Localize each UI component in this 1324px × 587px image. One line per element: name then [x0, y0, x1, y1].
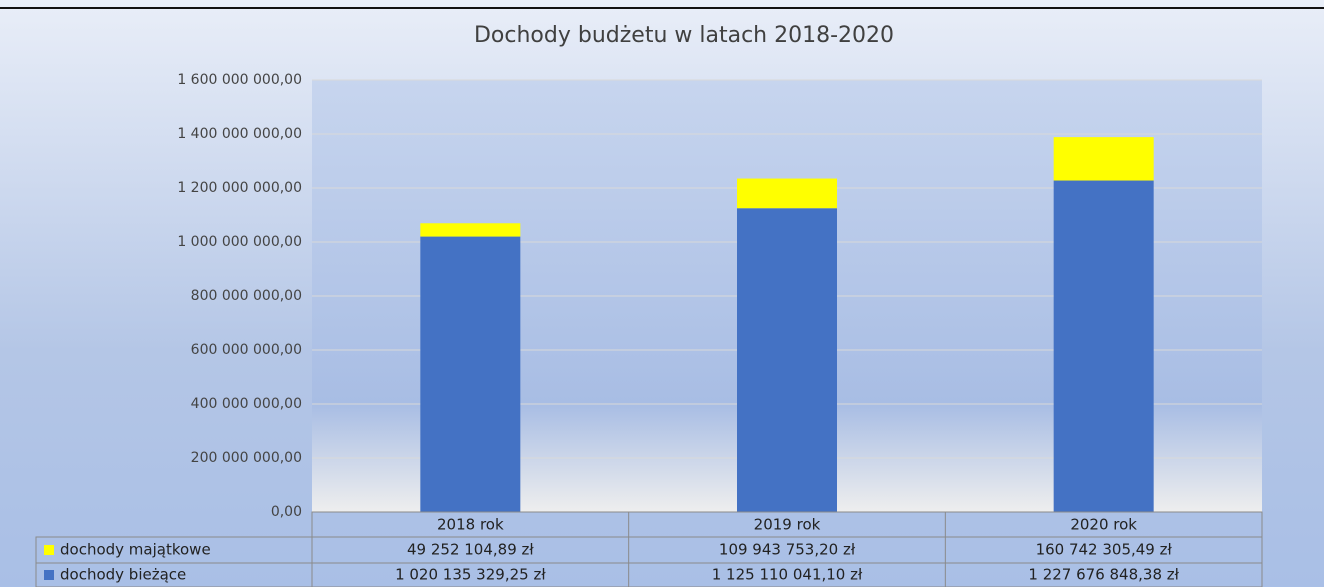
y-tick-label: 200 000 000,00: [191, 450, 302, 466]
data-table-body: [311, 511, 1263, 587]
data-label: 109 943 753,20 zł: [719, 541, 856, 559]
legend-swatch: [44, 570, 54, 580]
bar-segment: [737, 178, 837, 209]
y-tick-label: 1 400 000 000,00: [177, 126, 302, 142]
data-label: 1 125 110 041,10 zł: [712, 566, 863, 584]
bar-segment: [1053, 137, 1154, 181]
x-tick-label: 2019 rok: [754, 516, 821, 534]
bar-segment: [737, 208, 837, 513]
data-label: 1 020 135 329,25 zł: [395, 566, 546, 584]
y-tick-label: 1 600 000 000,00: [177, 72, 302, 88]
x-tick-label: 2018 rok: [437, 516, 504, 534]
y-tick-label: 400 000 000,00: [191, 396, 302, 412]
legend-label: dochody majątkowe: [60, 541, 211, 559]
y-tick-label: 0,00: [271, 504, 302, 520]
legend-swatch: [44, 545, 54, 555]
y-tick-label: 600 000 000,00: [191, 342, 302, 358]
chart-title: Dochody budżetu w latach 2018-2020: [474, 23, 894, 48]
bar-segment: [1053, 180, 1154, 512]
bar-segment: [420, 236, 521, 512]
x-tick-label: 2020 rok: [1070, 516, 1137, 534]
y-tick-label: 1 200 000 000,00: [177, 180, 302, 196]
y-tick-label: 1 000 000 000,00: [177, 234, 302, 250]
data-label: 49 252 104,89 zł: [407, 541, 534, 559]
bar-segment: [420, 223, 521, 237]
data-label: 160 742 305,49 zł: [1036, 541, 1173, 559]
legend-label: dochody bieżące: [60, 566, 186, 584]
y-tick-label: 800 000 000,00: [191, 288, 302, 304]
data-label: 1 227 676 848,38 zł: [1028, 566, 1179, 584]
